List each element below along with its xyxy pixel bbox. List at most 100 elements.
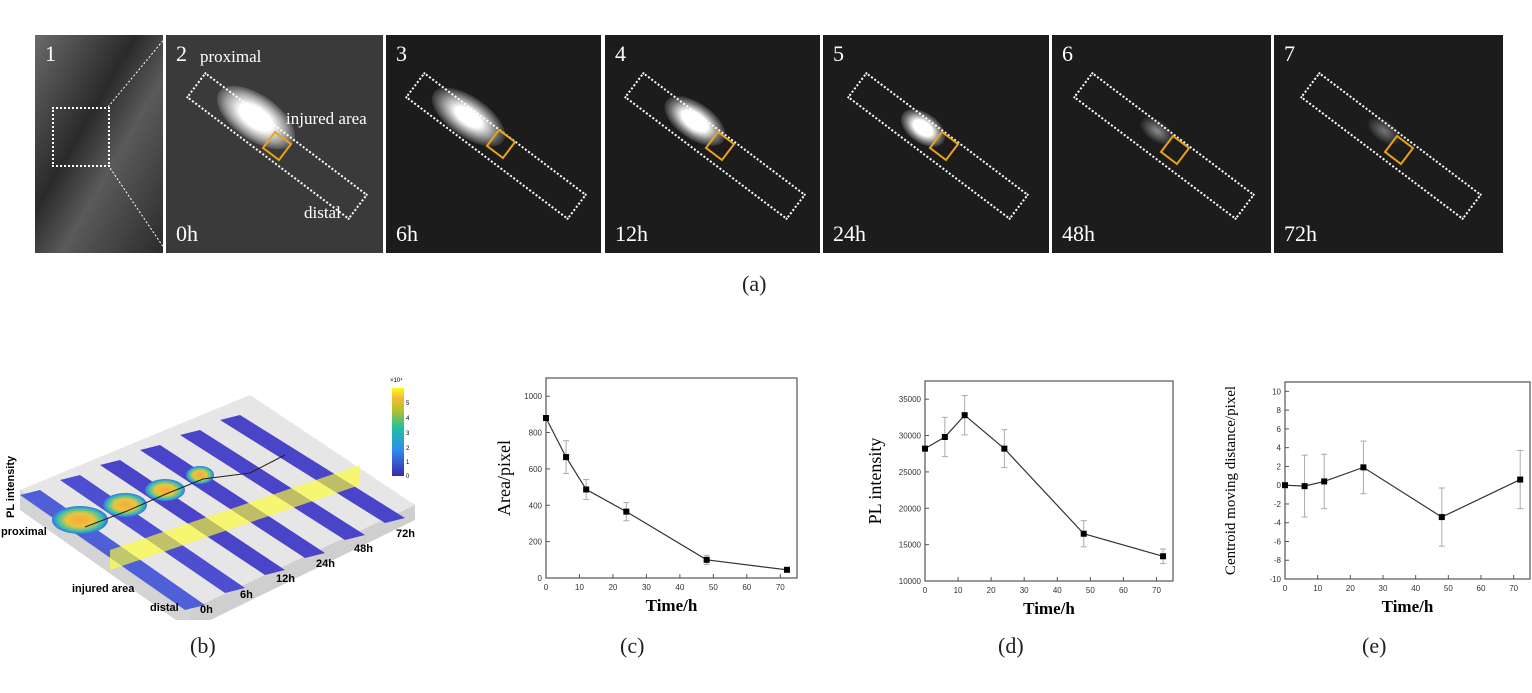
- centroid-trace: [84, 454, 286, 528]
- svg-text:48h: 48h: [354, 543, 373, 555]
- y-tick-label: 30000: [899, 432, 922, 441]
- y-tick-label: 4: [1277, 444, 1282, 453]
- tile-number: 7: [1284, 41, 1295, 66]
- data-point: [703, 556, 710, 563]
- x-tick-label: 60: [1119, 586, 1128, 595]
- data-point: [1080, 530, 1087, 537]
- x-tick-label: 20: [987, 586, 996, 595]
- y-axis-label: Area/pixel: [494, 440, 514, 516]
- x-tick-label: 0: [1283, 584, 1288, 593]
- y-tick-label: 25000: [899, 468, 922, 477]
- time-label: 72h: [1284, 221, 1317, 246]
- area-chart: 0 10 20 30 40 50 60 70 0 200 400 600 800 1000 Time/h Ar…: [494, 377, 798, 615]
- z-axis-label: PL intensity: [5, 455, 17, 518]
- zoom-lines: [107, 36, 167, 252]
- data-point: [1321, 478, 1328, 485]
- data-point: [583, 486, 590, 493]
- svg-text:6h: 6h: [240, 589, 253, 601]
- y-tick-label: 20000: [899, 504, 922, 513]
- x-tick-label: 10: [954, 586, 963, 595]
- image-6h: 3 6h: [386, 35, 601, 253]
- proximal-label: proximal: [200, 47, 262, 66]
- svg-text:72h: 72h: [396, 528, 415, 540]
- data-point: [543, 415, 549, 421]
- data-point: [1438, 514, 1445, 521]
- data-point: [1360, 464, 1367, 471]
- x-tick-label: 50: [709, 583, 718, 592]
- time-tick-labels: 0h 6h 12h 24h 48h 72h: [200, 528, 415, 616]
- y-tick-label: 15000: [899, 541, 922, 550]
- distal-label: distal: [304, 203, 341, 222]
- data-point: [563, 454, 570, 461]
- x-tick-label: 0: [923, 586, 928, 595]
- tile-number: 4: [615, 41, 626, 66]
- y-tick-label: 2: [1277, 462, 1282, 471]
- x-tick-label: 40: [1053, 586, 1062, 595]
- centroid-distance-chart: 0 10 20 30 40 50 60 70 -10 -8 -6 -4 -2 0 2 4 6 8 10 Time/h C…: [1223, 381, 1531, 616]
- plot-frame: [1284, 381, 1531, 580]
- x-tick-label: 70: [1152, 586, 1161, 595]
- x-tick-label: 30: [642, 583, 651, 592]
- x-tick-label: 40: [675, 583, 684, 592]
- x-tick-label: 70: [1509, 584, 1518, 593]
- proximal-label: proximal: [1, 526, 47, 538]
- data-point: [961, 412, 968, 419]
- svg-text:0h: 0h: [200, 604, 213, 616]
- tile-number: 3: [396, 41, 407, 66]
- y-tick-label: 0: [538, 574, 543, 583]
- y-tick-label: 6: [1277, 425, 1282, 434]
- data-point: [783, 566, 790, 573]
- overview-image: 1: [35, 35, 163, 253]
- data-point: [941, 434, 948, 440]
- x-tick-label: 20: [608, 583, 617, 592]
- time-label: 48h: [1062, 221, 1095, 246]
- x-tick-label: 20: [1346, 584, 1355, 593]
- series-line: [545, 417, 788, 571]
- y-axis-label: PL intensity: [865, 438, 885, 525]
- image-72h: 7 72h: [1274, 35, 1503, 253]
- svg-text:12h: 12h: [276, 573, 295, 585]
- x-axis-label: Time/h: [1382, 597, 1434, 616]
- colorbar: [392, 388, 404, 476]
- tile-number: 2: [176, 41, 187, 66]
- data-point: [1001, 445, 1008, 452]
- tile-number: 1: [45, 41, 56, 66]
- y-tick-label: 600: [529, 465, 543, 474]
- data-point: [1160, 553, 1167, 560]
- svg-text:3: 3: [406, 431, 410, 437]
- y-tick-label: -8: [1274, 556, 1282, 565]
- data-point: [623, 508, 630, 515]
- x-tick-label: 40: [1411, 584, 1420, 593]
- x-tick-label: 70: [776, 583, 785, 592]
- y-tick-label: 10000: [899, 577, 922, 586]
- distal-label: distal: [150, 602, 179, 614]
- y-tick-label: -10: [1269, 575, 1281, 584]
- series-line: [1284, 466, 1521, 518]
- image-0h: 2 proximal injured area distal 0h: [166, 35, 383, 253]
- y-tick-label: 35000: [899, 395, 922, 404]
- injured-area-label: injured area: [286, 109, 367, 128]
- y-tick-label: -2: [1274, 500, 1282, 509]
- tile-number: 6: [1062, 41, 1073, 66]
- y-tick-label: 200: [529, 538, 543, 547]
- x-tick-label: 30: [1379, 584, 1388, 593]
- x-tick-label: 50: [1086, 586, 1095, 595]
- x-tick-label: 10: [1313, 584, 1322, 593]
- svg-text:0: 0: [406, 474, 410, 480]
- colorbar-ticks: 5 4 3 2 1 0: [406, 401, 410, 480]
- y-tick-label: -6: [1274, 537, 1282, 546]
- caption-a: (a): [742, 271, 767, 296]
- caption-c: (c): [620, 633, 645, 658]
- time-label: 12h: [615, 221, 648, 246]
- x-tick-label: 30: [1020, 586, 1029, 595]
- data-point: [1282, 482, 1288, 489]
- svg-text:2: 2: [406, 446, 410, 452]
- surface-plot: ×10⁴ 5 4 3 2 1 0 PL intensity proximal inju…: [1, 377, 415, 620]
- time-label: 24h: [833, 221, 866, 246]
- time-label: 0h: [176, 221, 198, 246]
- caption-b: (b): [190, 633, 216, 658]
- colorbar-exponent: ×10⁴: [390, 377, 403, 384]
- svg-text:1: 1: [406, 460, 410, 466]
- image-48h: 6 48h: [1052, 35, 1271, 253]
- pl-intensity-chart: 0 10 20 30 40 50 60 70 10000 15000 20000 25000 30000…: [865, 380, 1174, 618]
